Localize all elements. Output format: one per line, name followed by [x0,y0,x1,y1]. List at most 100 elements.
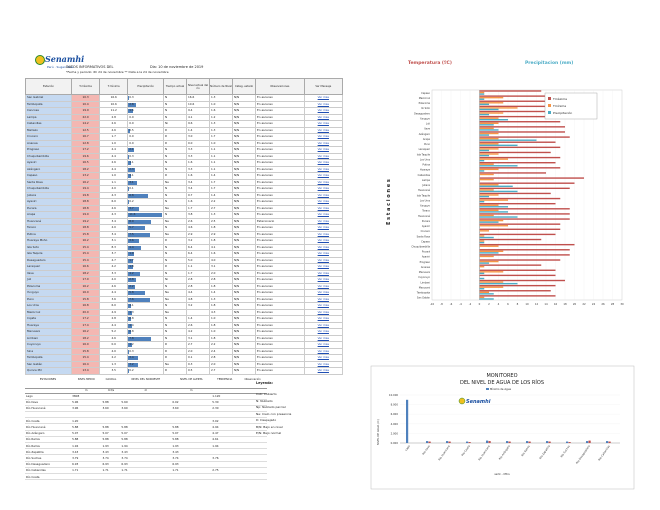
table-row: Lampa 22.0 2.8 0.0 N 4.1 1.2 N/N En ascenso Ver m… [24,113,344,121]
river-cell [238,423,267,431]
precip-value: 1.2 [129,342,134,346]
river-cell: 3.60 [171,405,212,413]
river-cell [120,473,172,481]
col-header-precip: Precipitación [127,78,165,95]
chart-title-2: Precipitacion (mm) [525,60,573,66]
category-label: Isla Taquile [417,194,431,197]
river-cell: 1.93 [101,442,121,450]
category-label: Ayaviri [422,256,430,259]
bar-tmxima [479,284,556,287]
x-tick-label: 26 [601,302,605,306]
bar-tmxima [479,254,570,256]
bar-nivel [486,440,489,443]
precip-value: 3.7 [129,205,134,210]
river-cell [238,461,267,468]
river-cell: 5.07 [71,430,102,437]
category-label: Isla Taquile [417,153,431,156]
precip-value: 5.7 [129,225,134,229]
precip-bar [128,219,152,224]
table-row: Limbani 18.2 4.6 7.8 N 3.1 1.8 N/N En ascenso Ver… [24,334,344,342]
bar-umbral [468,442,471,443]
senamhi-small-logo: Senamhi [458,397,491,405]
bar-umbral [428,441,431,443]
cell-more-link[interactable]: Ver mas [303,100,344,108]
bar-tmxima [479,295,556,297]
cell-more-link[interactable]: Ver mas [303,120,344,128]
cell-more-link[interactable]: Ver mas [303,113,344,121]
bar-tmxima [479,223,561,225]
bar-tmnima [479,127,494,130]
category-label: Azángaro [419,133,431,136]
cell-more-link[interactable]: Ver mas [303,367,344,375]
category-label: San Gabán [417,297,431,300]
bar-precipitacin [479,139,537,141]
category-label: Yunguyo [420,117,431,120]
table-row: Huancané 19.2 3.4 8.0 Ne 2.6 2.5 N/N Estacionari… [24,217,344,225]
category-label: Laraqueri [419,148,431,151]
river-cell [101,411,121,419]
precip-value: 5.8 [129,290,134,294]
precip-bar [128,213,162,217]
river-cell: Río Ramis [25,436,72,444]
river-cell: 3.79 [71,454,102,462]
precip-bar [128,330,131,334]
legend-swatch [486,388,489,390]
river-cell [238,467,267,474]
brand-tagline: Perú · Sugen Tuse [47,65,74,69]
river-cell: Lago [25,393,72,400]
bar-tmxima [479,264,542,266]
river-cell: Río Huancané [25,423,72,431]
bar-tmxima [479,146,561,149]
bar-tmnima [479,281,504,283]
precip-value: 1.8 [129,264,134,268]
precip-bar [128,193,148,198]
river-col-header: TENDENCIA [211,372,239,389]
precip-bar [128,265,134,269]
river-cell [101,417,121,425]
bar-precipitacin [479,277,485,280]
cell-tmin: 10.6 [99,100,129,108]
cell-more-link[interactable]: Ver mas [303,94,344,102]
senamhi-logo: Senamhi Perú · Sugen Tuse [33,52,88,74]
precip-bar [128,291,146,295]
bar-tmxima [479,110,551,113]
bar-umbral [588,440,591,443]
bar-precipitacin [479,282,518,285]
legend-item: E/N: Bajo normal [256,431,282,435]
bar-tmnima [479,235,485,237]
category-label: Huancané [418,215,431,218]
col-header-river-level: Nivel actual del río [186,78,211,95]
precip-value: 2.8 [129,101,134,106]
precip-bar [128,128,130,133]
rivers-table-units: m m3/s m m [25,388,267,394]
table-row: Progreso 17.2 4.4 2.1 N 3.3 1.1 N/N En ascenso Ve… [24,146,344,154]
precip-value: 0.3 [129,348,134,353]
bar-tmnima [479,178,494,181]
river-cell [238,442,267,450]
bar-precipitacin [479,185,513,187]
bar-tmnima [479,173,494,176]
cell-more-link[interactable]: Ver mas [303,107,344,115]
river-col-unit: m [71,388,102,394]
bar-tmxima [479,131,565,133]
bar-precipitacin [479,170,485,172]
chart-legend: Tmáxima Tmínima Precipitación [544,92,598,120]
bar-tmxima [479,279,565,282]
legend-item: Cub: Cubierto [256,392,277,396]
bar-tmxima [479,121,561,123]
river-cell [238,473,267,481]
river-cell [238,417,267,425]
river-cell [211,473,239,481]
legend-swatch [548,111,551,114]
bar-precipitacin [479,165,518,167]
river-cell: Río Cabanillas [25,467,72,474]
bar-precipitacin [479,262,489,264]
category-label: Ilave [424,128,430,131]
bar-precipitacin [479,124,494,126]
river-col-header: NIVEL DEL NOROESTE [120,372,172,389]
river-cell: 1.94 [211,442,239,450]
category-label: Mazocruz [419,97,431,100]
category-label: Ilo Soto [421,107,431,110]
category-label: Huaraya [420,169,431,172]
bar-precipitacin [479,236,494,239]
